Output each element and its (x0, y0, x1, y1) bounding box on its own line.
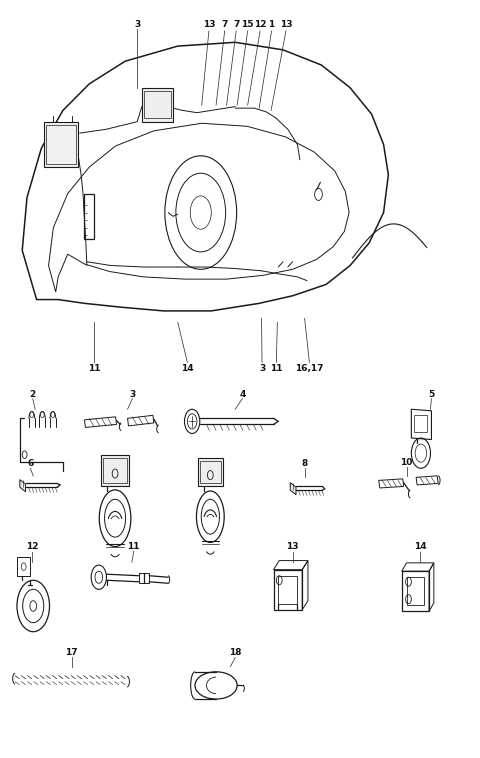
Bar (84, 193, 94, 239)
Bar (142, 88, 173, 122)
Text: 15: 15 (241, 20, 254, 30)
Polygon shape (20, 480, 25, 492)
Text: 11: 11 (270, 364, 283, 373)
Text: 5: 5 (428, 390, 434, 399)
Text: 6: 6 (27, 459, 34, 468)
Bar (144, 92, 170, 118)
Text: 17: 17 (65, 648, 78, 657)
Bar (44, 122, 78, 168)
Text: 1: 1 (268, 20, 275, 30)
Text: 7: 7 (221, 20, 228, 30)
Text: 2: 2 (30, 390, 36, 399)
Bar (46, 125, 76, 164)
Bar (101, 455, 129, 487)
Text: 12: 12 (25, 543, 38, 552)
Text: 12: 12 (254, 20, 266, 30)
Text: 3: 3 (259, 364, 265, 373)
Text: 3: 3 (129, 390, 135, 399)
Text: 8: 8 (301, 459, 308, 468)
Bar (200, 461, 221, 484)
Text: 11: 11 (128, 543, 140, 552)
Text: 11: 11 (88, 364, 100, 373)
Text: 7: 7 (121, 459, 127, 468)
Text: 18: 18 (229, 648, 241, 657)
Bar (139, 573, 149, 584)
Text: 10: 10 (400, 458, 413, 467)
Bar (103, 458, 127, 484)
Text: 14: 14 (414, 543, 426, 552)
Polygon shape (290, 483, 296, 495)
Text: 13: 13 (203, 20, 215, 30)
Text: 13: 13 (280, 20, 292, 30)
Text: 4: 4 (239, 390, 246, 399)
Text: 16,17: 16,17 (295, 364, 324, 373)
Bar (198, 458, 223, 487)
Text: 3: 3 (134, 20, 140, 30)
Text: 14: 14 (181, 364, 193, 373)
Text: 13: 13 (287, 543, 299, 552)
Text: 9: 9 (215, 459, 222, 468)
Bar (414, 415, 427, 432)
Bar (17, 557, 30, 576)
Text: 7: 7 (233, 20, 240, 30)
